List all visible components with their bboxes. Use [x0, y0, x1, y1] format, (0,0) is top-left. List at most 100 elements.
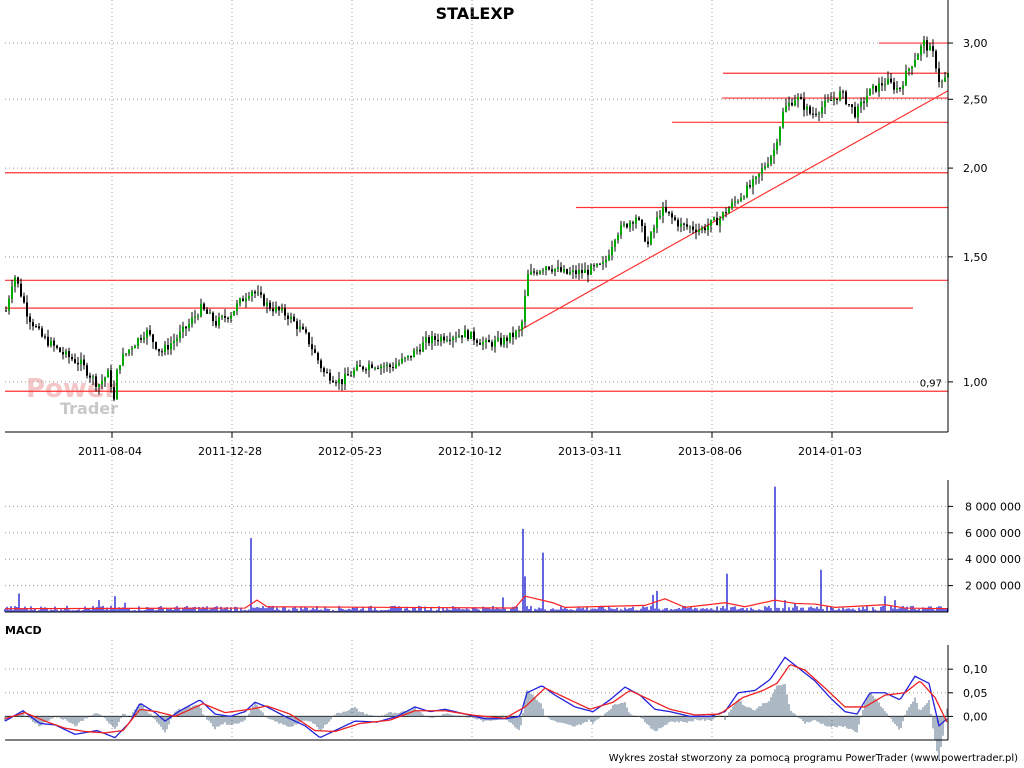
- level-annotation: 0,97: [920, 378, 942, 389]
- candle-body: [866, 95, 868, 103]
- candle-body: [278, 306, 280, 311]
- candle-body: [8, 298, 10, 311]
- candle-body: [230, 315, 232, 319]
- candle-body: [884, 84, 886, 86]
- candle-body: [521, 321, 523, 331]
- candle-body: [551, 269, 553, 272]
- candle-body: [62, 352, 64, 355]
- candle-body: [590, 265, 592, 275]
- candle-body: [527, 274, 529, 296]
- macd-panel: MACD 0,10 0,05 0,00: [4, 624, 988, 761]
- candle-body: [665, 206, 667, 212]
- candle-body: [530, 271, 532, 275]
- candle-body: [584, 269, 586, 273]
- candle-body: [845, 91, 847, 105]
- candle-body: [689, 226, 691, 228]
- candle-body: [653, 227, 655, 233]
- candle-body: [86, 365, 88, 376]
- macd-y-tick-label: 0,00: [963, 710, 988, 723]
- candle-body: [173, 340, 175, 344]
- candle-body: [593, 265, 595, 267]
- candle-body: [77, 362, 79, 365]
- candle-body: [362, 366, 364, 370]
- candle-body: [701, 227, 703, 230]
- trend-line: [518, 90, 949, 332]
- candle-body: [233, 310, 235, 316]
- candle-body: [923, 40, 925, 47]
- candle-body: [5, 310, 7, 312]
- candle-body: [911, 66, 913, 69]
- candle-body: [308, 332, 310, 345]
- candle-body: [488, 340, 490, 343]
- candle-body: [659, 215, 661, 218]
- candle-body: [74, 359, 76, 363]
- macd-histogram: [4, 684, 948, 761]
- candle-body: [647, 241, 649, 244]
- candle-body: [68, 351, 70, 358]
- candle-body: [392, 367, 394, 369]
- candle-body: [542, 270, 544, 272]
- volume-y-tick-label: 8 000 000: [965, 500, 1021, 513]
- candle-body: [899, 87, 901, 89]
- candle-body: [578, 269, 580, 274]
- candle-body: [212, 312, 214, 322]
- candle-body: [512, 332, 514, 337]
- candle-body: [89, 375, 91, 378]
- candle-body: [107, 370, 109, 378]
- candle-body: [449, 339, 451, 341]
- candle-body: [497, 337, 499, 341]
- price-x-tick-label: 2011-12-28: [198, 445, 262, 458]
- price-x-tick-label: 2012-05-23: [318, 445, 382, 458]
- candle-body: [14, 277, 16, 287]
- candle-body: [752, 179, 754, 187]
- candle-body: [257, 292, 259, 294]
- candle-body: [881, 83, 883, 86]
- candle-body: [557, 267, 559, 269]
- candle-body: [470, 331, 472, 340]
- volume-average-line: [4, 595, 948, 610]
- candle-body: [635, 217, 637, 224]
- candle-body: [560, 267, 562, 272]
- watermark-trader: Trader: [60, 399, 118, 418]
- candle-body: [830, 99, 832, 101]
- candle-body: [287, 315, 289, 320]
- candle-body: [236, 303, 238, 311]
- candle-body: [620, 225, 622, 235]
- candle-body: [935, 51, 937, 69]
- candle-body: [38, 326, 40, 329]
- candle-body: [737, 201, 739, 203]
- candle-body: [155, 342, 157, 349]
- candle-body: [539, 271, 541, 274]
- candle-body: [152, 334, 154, 343]
- candle-body: [872, 85, 874, 89]
- price-candles: [5, 35, 949, 402]
- candle-body: [200, 303, 202, 317]
- candle-body: [677, 219, 679, 227]
- candle-body: [914, 60, 916, 67]
- candle-body: [794, 100, 796, 106]
- candle-body: [218, 317, 220, 326]
- candle-body: [146, 330, 148, 338]
- candle-body: [131, 348, 133, 350]
- candle-body: [545, 266, 547, 271]
- candle-body: [272, 308, 274, 312]
- candle-body: [716, 217, 718, 226]
- macd-axes: 0,10 0,05 0,00: [5, 645, 988, 741]
- candle-body: [938, 68, 940, 82]
- macd-label: MACD: [5, 624, 42, 637]
- candle-body: [401, 358, 403, 363]
- candle-body: [683, 223, 685, 225]
- candle-body: [641, 219, 643, 226]
- candle-body: [311, 344, 313, 350]
- candle-body: [422, 342, 424, 352]
- candle-body: [626, 223, 628, 228]
- candle-body: [179, 331, 181, 339]
- candle-body: [338, 379, 340, 384]
- candle-body: [56, 345, 58, 348]
- candle-body: [20, 283, 22, 297]
- candle-body: [71, 357, 73, 360]
- candle-body: [782, 111, 784, 128]
- candle-body: [788, 102, 790, 106]
- candle-body: [482, 341, 484, 345]
